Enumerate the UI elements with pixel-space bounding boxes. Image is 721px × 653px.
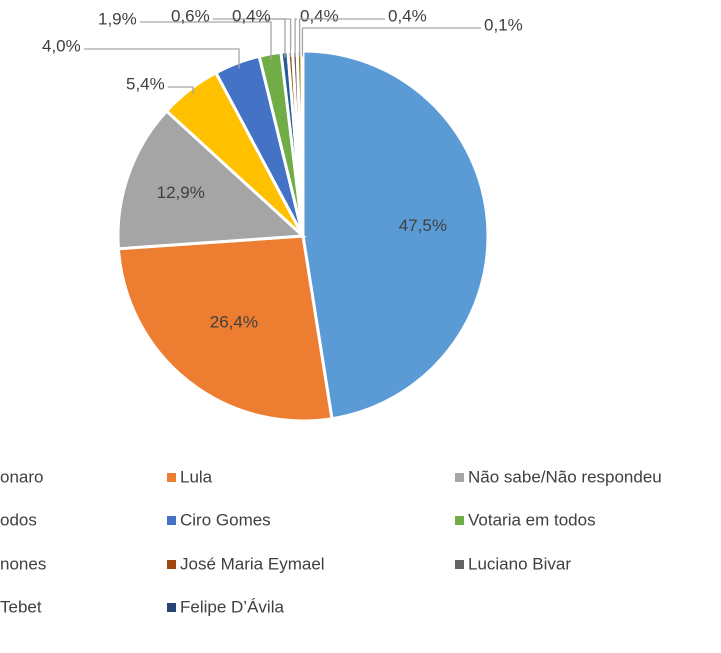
legend-label: Tebet <box>0 597 42 616</box>
data-label: 4,0% <box>42 36 81 55</box>
legend-label: Votaria em todos <box>468 510 596 529</box>
legend-label: nones <box>0 554 46 573</box>
data-label: 0,4% <box>232 6 271 25</box>
data-label: 0,1% <box>484 15 523 34</box>
data-label: 1,9% <box>98 9 137 28</box>
pie-slice <box>116 108 307 251</box>
data-label: 0,4% <box>300 6 339 25</box>
leader-line <box>301 27 481 57</box>
legend-label: Não sabe/Não respondeu <box>468 467 662 486</box>
legend-swatch <box>455 516 464 525</box>
data-label: 47,5% <box>399 216 447 235</box>
legend-label: Lula <box>180 467 213 486</box>
leader-line <box>83 48 240 69</box>
data-label: 26,4% <box>210 312 258 331</box>
legend-label: José Maria Eymael <box>180 554 325 573</box>
legend-swatch <box>455 560 464 569</box>
pie-slice <box>300 49 305 237</box>
leader-line <box>298 18 385 57</box>
leader-line <box>294 18 297 57</box>
data-label: 5,4% <box>126 74 165 93</box>
leader-line <box>273 18 292 57</box>
leader-line <box>139 21 272 60</box>
legend-swatch <box>167 603 176 612</box>
legend-swatch <box>167 473 176 482</box>
pie-slice <box>301 49 490 421</box>
legend-label: Felipe D’Ávila <box>180 597 284 616</box>
legend-label: Luciano Bivar <box>468 554 571 573</box>
data-label: 0,4% <box>388 6 427 25</box>
pie-slice <box>116 234 334 423</box>
legend-label: onaro <box>0 467 43 486</box>
legend-swatch <box>455 473 464 482</box>
data-label: 0,6% <box>171 6 210 25</box>
leader-line <box>167 86 194 95</box>
legend-label: Ciro Gomes <box>180 510 271 529</box>
data-label: 12,9% <box>157 183 205 202</box>
legend-swatch <box>167 516 176 525</box>
legend-label: odos <box>0 510 37 529</box>
legend-swatch <box>167 560 176 569</box>
